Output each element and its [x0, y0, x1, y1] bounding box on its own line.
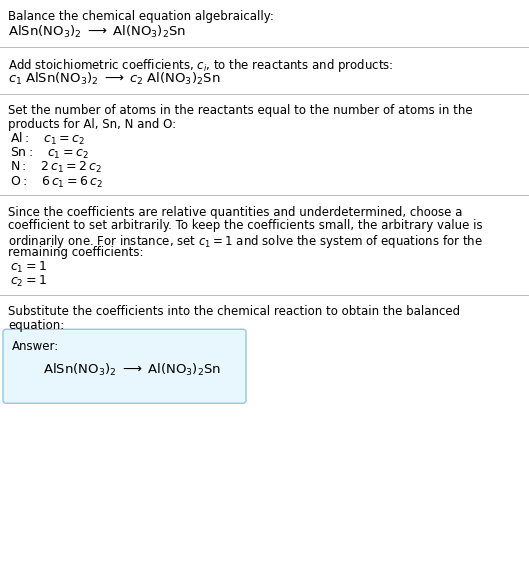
Text: Substitute the coefficients into the chemical reaction to obtain the balanced: Substitute the coefficients into the che… — [8, 305, 460, 318]
Text: equation:: equation: — [8, 319, 64, 332]
Text: $c_1\;\mathrm{AlSn(NO_3)_2}\;\longrightarrow\;c_2\;\mathrm{Al(NO_3)_2Sn}$: $c_1\;\mathrm{AlSn(NO_3)_2}\;\longrighta… — [8, 70, 221, 87]
FancyBboxPatch shape — [3, 329, 246, 403]
Text: ordinarily one. For instance, set $c_1 = 1$ and solve the system of equations fo: ordinarily one. For instance, set $c_1 =… — [8, 232, 483, 249]
Text: coefficient to set arbitrarily. To keep the coefficients small, the arbitrary va: coefficient to set arbitrarily. To keep … — [8, 219, 482, 232]
Text: Set the number of atoms in the reactants equal to the number of atoms in the: Set the number of atoms in the reactants… — [8, 104, 472, 117]
Text: $\mathrm{AlSn(NO_3)_2}\;\longrightarrow\;\mathrm{Al(NO_3)_2Sn}$: $\mathrm{AlSn(NO_3)_2}\;\longrightarrow\… — [8, 23, 186, 39]
Text: $c_1 = 1$: $c_1 = 1$ — [10, 259, 47, 275]
Text: remaining coefficients:: remaining coefficients: — [8, 246, 143, 259]
Text: $c_2 = 1$: $c_2 = 1$ — [10, 274, 47, 289]
Text: $\mathrm{O}:\quad 6\,c_1 = 6\,c_2$: $\mathrm{O}:\quad 6\,c_1 = 6\,c_2$ — [10, 174, 103, 190]
Text: products for Al, Sn, N and O:: products for Al, Sn, N and O: — [8, 117, 176, 131]
Text: Since the coefficients are relative quantities and underdetermined, choose a: Since the coefficients are relative quan… — [8, 205, 462, 219]
Text: Answer:: Answer: — [12, 340, 59, 353]
Text: Balance the chemical equation algebraically:: Balance the chemical equation algebraica… — [8, 10, 274, 23]
Text: $\mathrm{AlSn(NO_3)_2}\;\longrightarrow\;\mathrm{Al(NO_3)_2Sn}$: $\mathrm{AlSn(NO_3)_2}\;\longrightarrow\… — [43, 362, 221, 379]
Text: $\mathrm{Sn}:\quad c_1 = c_2$: $\mathrm{Sn}:\quad c_1 = c_2$ — [10, 146, 89, 161]
Text: $\mathrm{N}:\quad 2\,c_1 = 2\,c_2$: $\mathrm{N}:\quad 2\,c_1 = 2\,c_2$ — [10, 160, 102, 176]
Text: Add stoichiometric coefficients, $c_i$, to the reactants and products:: Add stoichiometric coefficients, $c_i$, … — [8, 57, 394, 74]
Text: $\mathrm{Al}:\quad c_1 = c_2$: $\mathrm{Al}:\quad c_1 = c_2$ — [10, 131, 85, 147]
